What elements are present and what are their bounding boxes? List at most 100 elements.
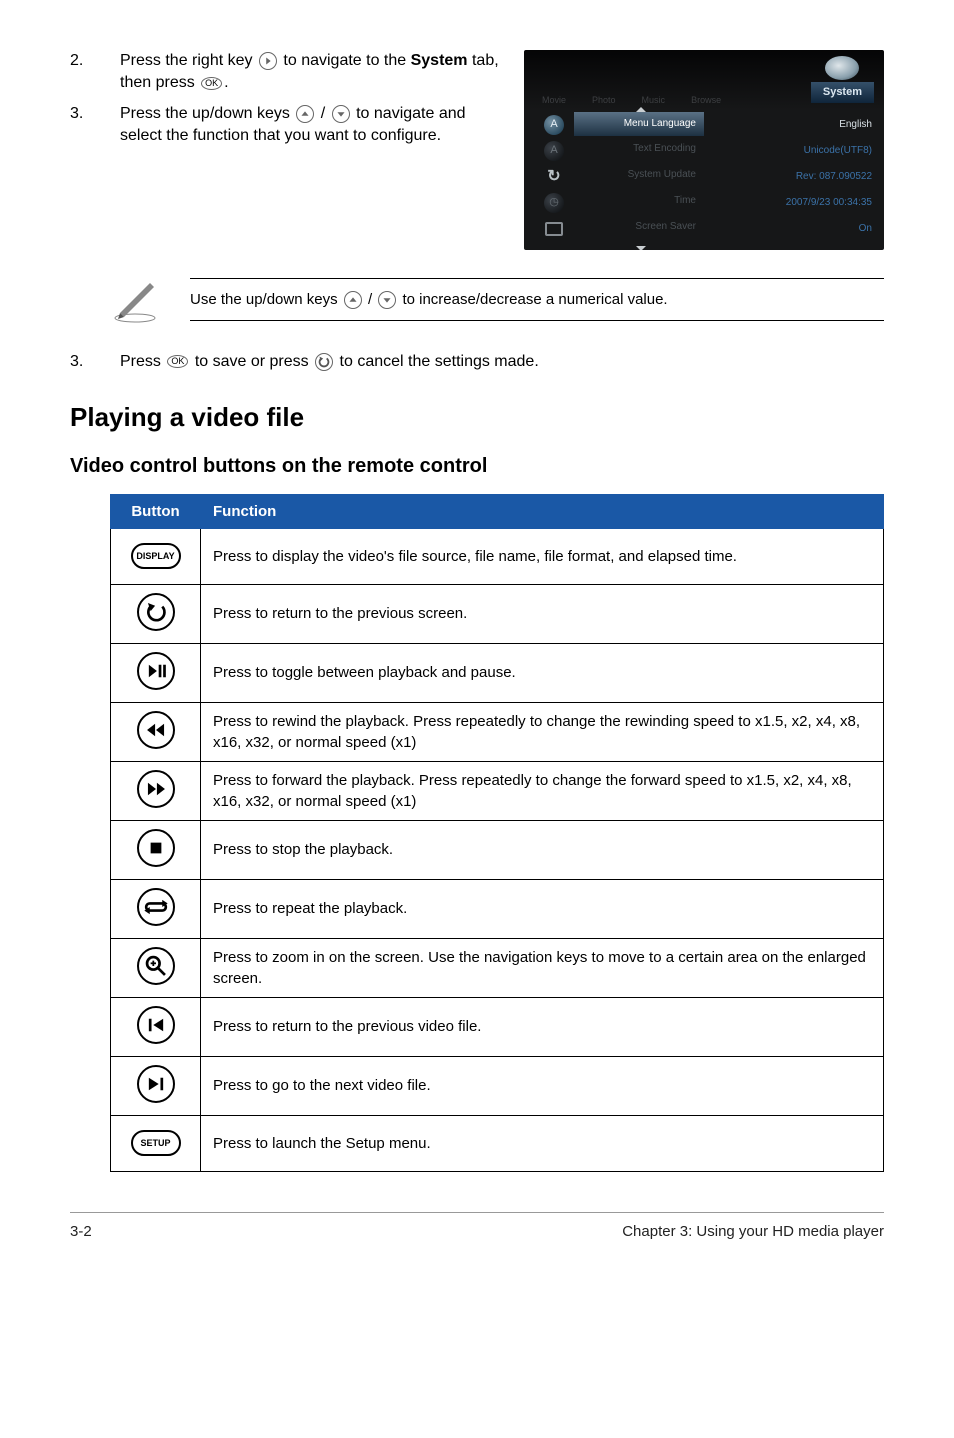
table-row: Press to return to the previous screen.	[111, 584, 884, 643]
topbar-item: Music	[642, 94, 666, 107]
table-row: Press to stop the playback.	[111, 820, 884, 879]
topbar-item: Browse	[691, 94, 721, 107]
button-cell	[111, 997, 201, 1056]
repeat-button-icon	[137, 888, 175, 926]
step-text: Press the right key to navigate to the S…	[120, 50, 506, 95]
text: .	[224, 74, 228, 91]
table-row: DISPLAY Press to display the video's fil…	[111, 528, 884, 584]
display-button-icon: DISPLAY	[131, 543, 181, 569]
system-tab-label: System	[811, 82, 874, 103]
button-function-table: Button Function DISPLAY Press to display…	[110, 494, 884, 1172]
system-row-label: Time	[574, 188, 704, 214]
note-block: Use the up/down keys / to increase/decre…	[110, 274, 884, 325]
prev-button-icon	[137, 1006, 175, 1044]
button-cell: SETUP	[111, 1115, 201, 1171]
table-row: Press to zoom in on the screen. Use the …	[111, 938, 884, 997]
function-cell: Press to rewind the playback. Press repe…	[201, 702, 884, 761]
stop-button-icon	[137, 829, 175, 867]
chapter-label: Chapter 3: Using your HD media player	[622, 1221, 884, 1242]
system-topbar: Movie Photo Music Browse	[542, 94, 721, 107]
table-header-button: Button	[111, 494, 201, 528]
button-cell	[111, 643, 201, 702]
note-content: Use the up/down keys / to increase/decre…	[190, 274, 884, 325]
text: /	[368, 291, 376, 308]
table-row: Press to rewind the playback. Press repe…	[111, 702, 884, 761]
function-cell: Press to launch the Setup menu.	[201, 1115, 884, 1171]
system-values: English Unicode(UTF8) Rev: 087.090522 20…	[722, 112, 872, 242]
page-number: 3-2	[70, 1221, 92, 1242]
button-cell: DISPLAY	[111, 528, 201, 584]
logo-swirl-icon	[825, 56, 859, 80]
text: to cancel the settings made.	[340, 353, 539, 370]
down-key-icon	[378, 291, 396, 309]
section-heading: Playing a video file	[70, 399, 884, 435]
screensaver-icon	[545, 222, 563, 236]
update-icon: ↻	[544, 167, 564, 187]
function-cell: Press to forward the playback. Press rep…	[201, 761, 884, 820]
lang-icon: A	[544, 115, 564, 135]
table-row: Press to repeat the playback.	[111, 879, 884, 938]
text: to increase/decrease a numerical value.	[402, 291, 667, 308]
setup-button-icon: SETUP	[131, 1130, 181, 1156]
system-row-value: On	[722, 216, 872, 242]
system-row-label: Screen Saver	[574, 214, 704, 240]
system-left-icons: A A ↻ ◷	[544, 115, 564, 239]
function-cell: Press to display the video's file source…	[201, 528, 884, 584]
topbar-item: Photo	[592, 94, 616, 107]
table-row: SETUP Press to launch the Setup menu.	[111, 1115, 884, 1171]
button-cell	[111, 584, 201, 643]
button-cell	[111, 761, 201, 820]
system-row-value: 2007/9/23 00:34:35	[722, 190, 872, 216]
cancel-back-icon	[315, 353, 333, 371]
right-key-icon	[259, 52, 277, 70]
ok-icon: OK	[167, 355, 188, 368]
table-row: Press to return to the previous video fi…	[111, 997, 884, 1056]
button-cell	[111, 820, 201, 879]
pencil-icon	[110, 275, 160, 325]
step-number: 3.	[70, 103, 120, 148]
up-key-icon	[296, 105, 314, 123]
system-screenshot: System Movie Photo Music Browse A A ↻ ◷ …	[524, 50, 884, 250]
table-header-function: Function	[201, 494, 884, 528]
system-label: System	[411, 52, 468, 69]
system-row-label: Menu Language	[574, 112, 704, 136]
text: Press	[120, 353, 165, 370]
down-key-icon	[332, 105, 350, 123]
button-cell	[111, 879, 201, 938]
text: Press the up/down keys	[120, 105, 294, 122]
button-cell	[111, 938, 201, 997]
system-labels: Menu Language Text Encoding System Updat…	[574, 112, 704, 240]
step-3: 3. Press the up/down keys / to navigate …	[70, 103, 506, 148]
system-row-value: Unicode(UTF8)	[722, 138, 872, 164]
note-text: Use the up/down keys / to increase/decre…	[190, 283, 884, 316]
zoom-button-icon	[137, 947, 175, 985]
system-row-label: System Update	[574, 162, 704, 188]
step-2: 2. Press the right key to navigate to th…	[70, 50, 506, 95]
forward-button-icon	[137, 770, 175, 808]
button-cell	[111, 702, 201, 761]
system-row-label: Text Encoding	[574, 136, 704, 162]
function-cell: Press to go to the next video file.	[201, 1056, 884, 1115]
page-footer: 3-2 Chapter 3: Using your HD media playe…	[70, 1212, 884, 1242]
text: to navigate to the	[283, 52, 410, 69]
subsection-heading: Video control buttons on the remote cont…	[70, 452, 884, 480]
function-cell: Press to zoom in on the screen. Use the …	[201, 938, 884, 997]
top-section: 2. Press the right key to navigate to th…	[70, 50, 884, 250]
step-number: 2.	[70, 50, 120, 95]
topbar-item: Movie	[542, 94, 566, 107]
system-row-value: English	[722, 112, 872, 138]
back-button-icon	[137, 593, 175, 631]
text: Use the up/down keys	[190, 291, 342, 308]
table-row: Press to forward the playback. Press rep…	[111, 761, 884, 820]
system-logo: System	[811, 56, 874, 103]
function-cell: Press to toggle between playback and pau…	[201, 643, 884, 702]
button-cell	[111, 1056, 201, 1115]
steps-column: 2. Press the right key to navigate to th…	[70, 50, 506, 250]
encoding-icon: A	[544, 141, 564, 161]
next-button-icon	[137, 1065, 175, 1103]
function-cell: Press to stop the playback.	[201, 820, 884, 879]
system-row-value: Rev: 087.090522	[722, 164, 872, 190]
post-step-3: 3. Press OK to save or press to cancel t…	[70, 351, 884, 373]
function-cell: Press to repeat the playback.	[201, 879, 884, 938]
up-key-icon	[344, 291, 362, 309]
